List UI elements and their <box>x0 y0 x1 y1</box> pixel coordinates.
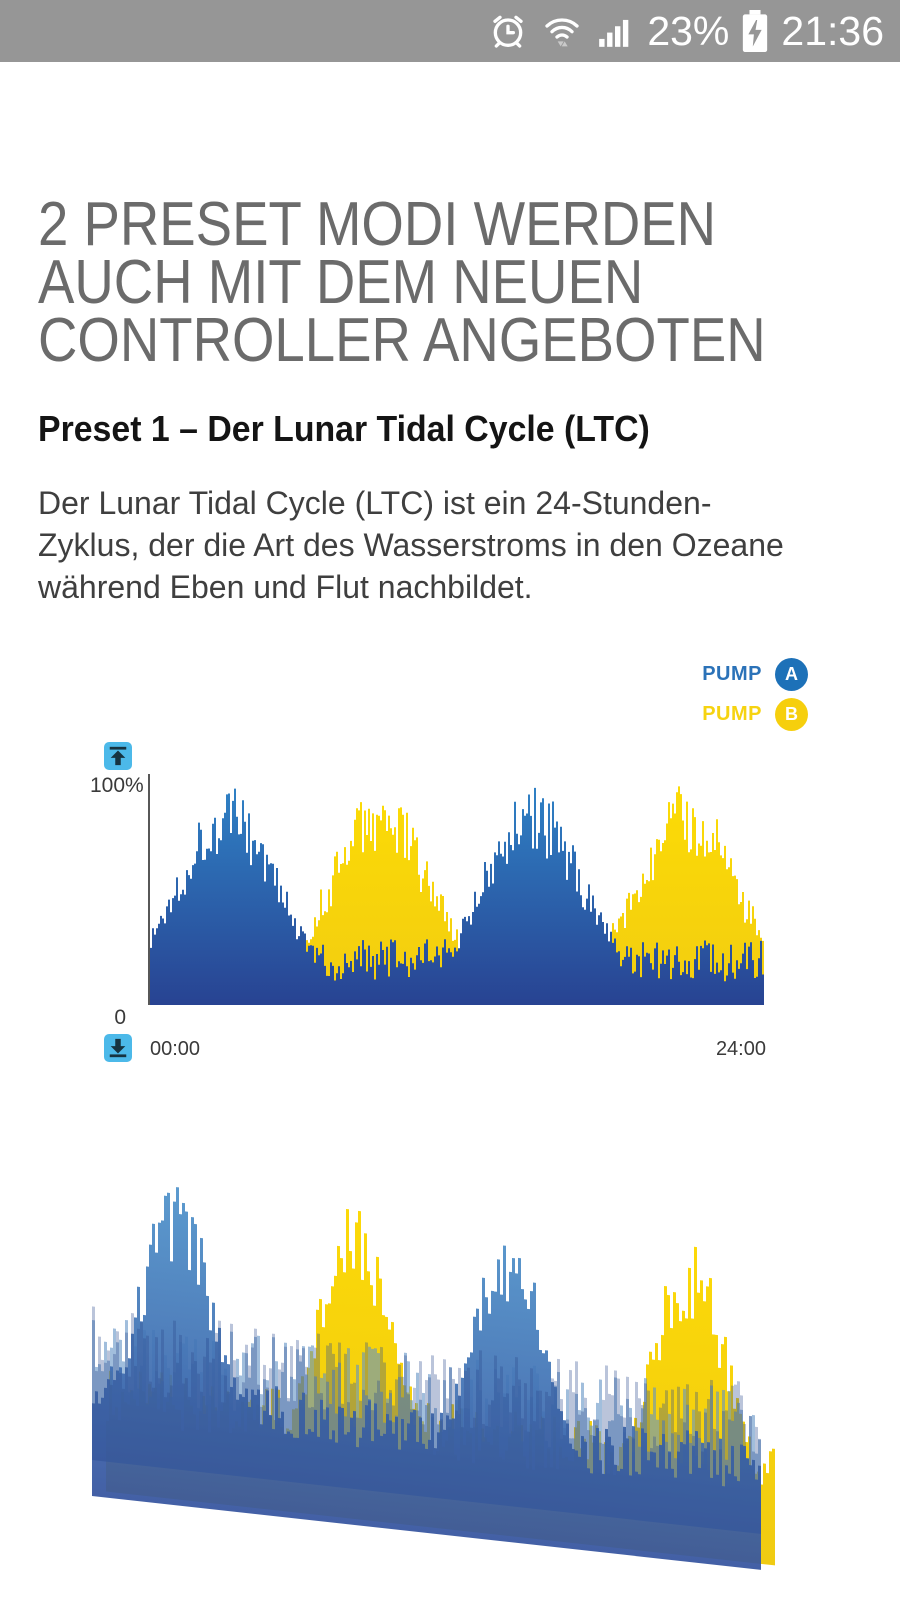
signal-strength-icon <box>599 19 629 47</box>
x-axis-tick-start: 00:00 <box>150 1038 201 1060</box>
status-bar: 23% 21:36 <box>0 0 900 62</box>
battery-charging-icon <box>743 10 768 52</box>
battery-percent: 23% <box>647 7 730 54</box>
y-axis-tick-0: 0 <box>114 1006 126 1029</box>
y-axis-line <box>148 774 150 1005</box>
body-paragraph: Der Lunar Tidal Cycle (LTC) ist ein 24-S… <box>38 482 888 608</box>
body-line: während Eben und Flut nachbildet. <box>38 569 533 605</box>
wifi-icon <box>545 18 579 47</box>
pump-flow-area-chart <box>150 786 764 1005</box>
page-title-line: AUCH MIT DEM NEUEN <box>38 248 644 317</box>
page-title-line: CONTROLLER ANGEBOTEN <box>38 306 766 375</box>
tidal-cycle-chart-perspective <box>92 1140 792 1597</box>
body-line: Der Lunar Tidal Cycle (LTC) ist ein 24-S… <box>38 485 712 521</box>
min-flow-down-icon <box>104 1034 132 1062</box>
legend-label-pump-a: PUMP <box>702 663 762 685</box>
legend-pump-a: PUMP A <box>700 658 808 691</box>
pump-b-badge-icon: B <box>775 698 808 731</box>
section-heading: Preset 1 – Der Lunar Tidal Cycle (LTC) <box>38 408 650 449</box>
pump-flow-area-chart-closeup <box>92 1187 775 1570</box>
clock-time: 21:36 <box>781 7 884 54</box>
page-title: 2 PRESET MODI WERDEN AUCH MIT DEM NEUEN … <box>38 190 766 375</box>
page-title-line: 2 PRESET MODI WERDEN <box>38 190 717 259</box>
alarm-icon <box>493 15 523 48</box>
body-line: Zyklus, der die Art des Wasserstroms in … <box>38 527 784 563</box>
x-axis-tick-end: 24:00 <box>715 1038 766 1060</box>
pump-a-badge-icon: A <box>775 658 808 691</box>
legend-pump-b: PUMP B <box>700 698 808 731</box>
y-axis-tick-100: 100% <box>90 774 144 797</box>
legend-label-pump-b: PUMP <box>702 703 762 725</box>
max-flow-up-icon <box>104 742 132 770</box>
